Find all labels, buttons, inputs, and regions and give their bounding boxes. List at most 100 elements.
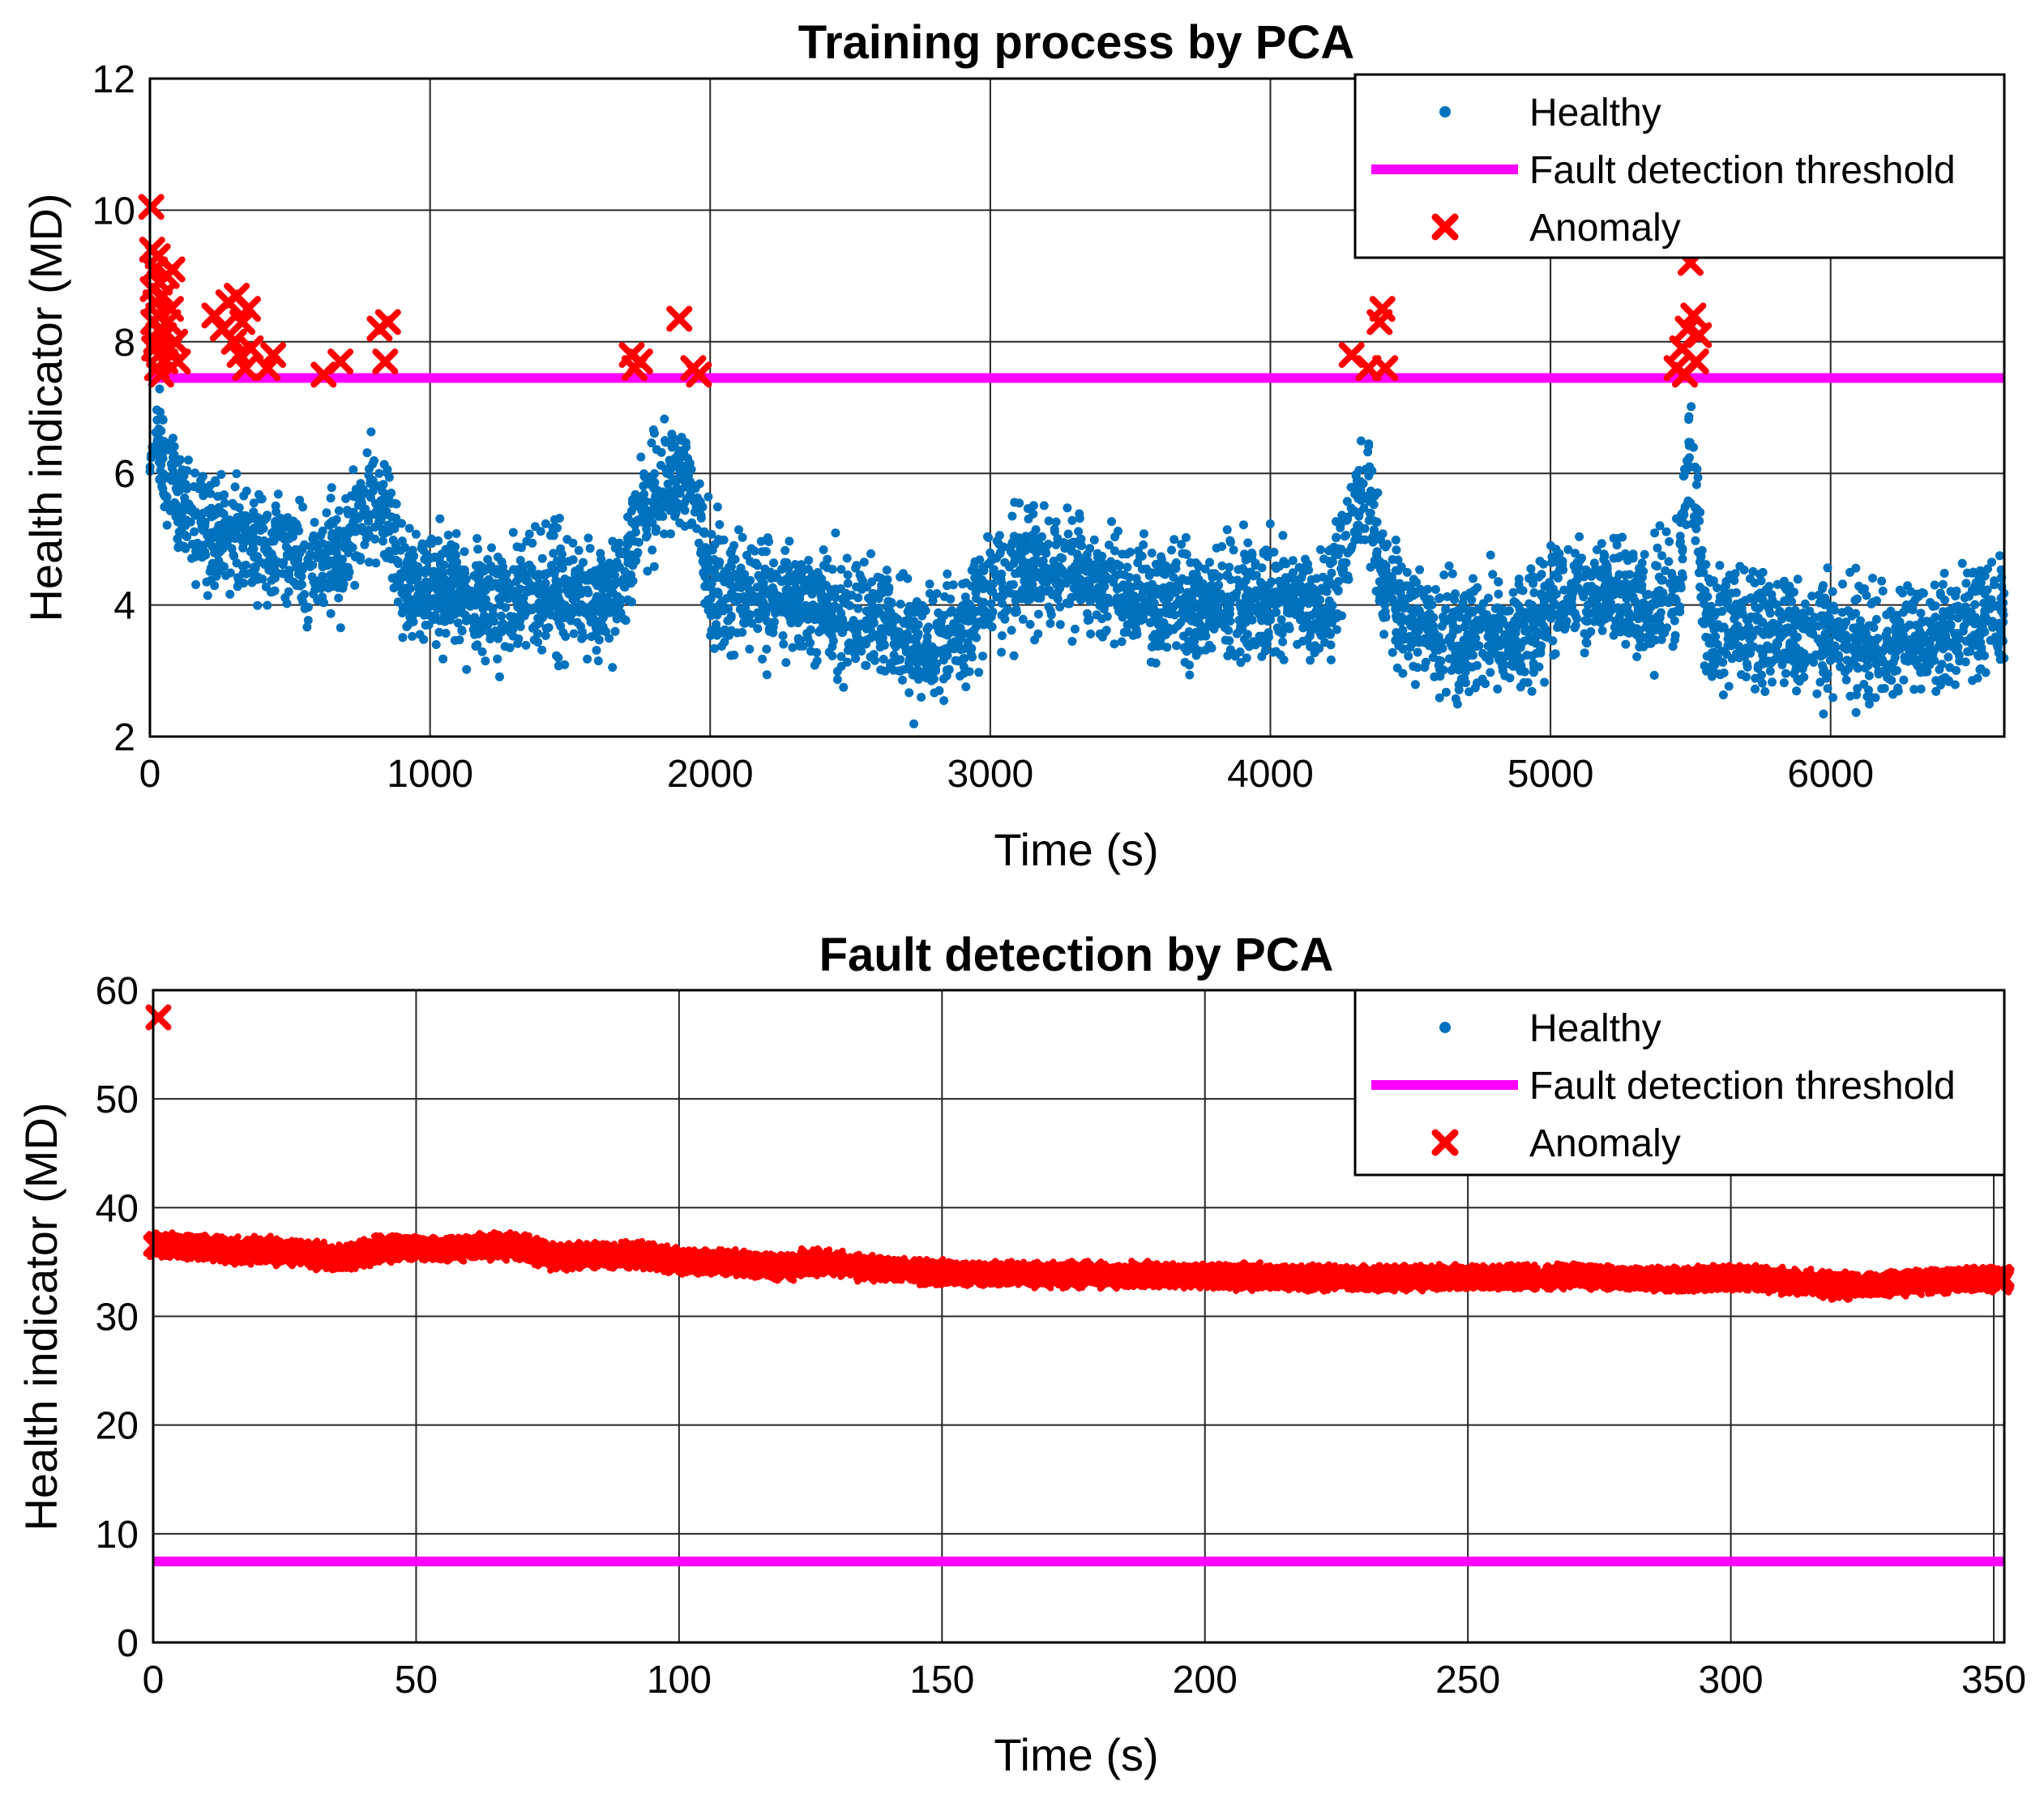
healthy-point bbox=[859, 557, 869, 567]
healthy-point bbox=[1889, 667, 1899, 676]
healthy-point bbox=[1613, 578, 1623, 587]
healthy-point bbox=[812, 656, 822, 666]
healthy-point bbox=[583, 654, 592, 664]
healthy-point bbox=[1871, 660, 1881, 669]
healthy-point bbox=[1655, 521, 1665, 531]
healthy-point bbox=[1251, 586, 1261, 596]
healthy-point bbox=[232, 469, 242, 479]
healthy-point bbox=[1006, 588, 1016, 598]
healthy-point bbox=[1054, 580, 1064, 590]
healthy-point bbox=[1765, 666, 1775, 676]
healthy-point bbox=[1665, 536, 1674, 546]
healthy-point bbox=[1318, 572, 1328, 582]
healthy-point bbox=[1365, 462, 1375, 472]
healthy-point bbox=[1409, 591, 1418, 600]
healthy-point bbox=[1995, 551, 2004, 561]
healthy-point bbox=[1715, 561, 1725, 570]
healthy-point bbox=[1110, 532, 1120, 542]
healthy-point bbox=[1481, 616, 1490, 626]
healthy-point bbox=[275, 527, 284, 536]
healthy-point bbox=[1089, 535, 1099, 545]
healthy-point bbox=[1921, 661, 1931, 671]
healthy-point bbox=[549, 549, 558, 558]
healthy-point bbox=[1676, 537, 1685, 546]
healthy-point bbox=[1451, 694, 1460, 703]
healthy-point bbox=[939, 674, 948, 684]
healthy-point bbox=[1852, 690, 1862, 699]
healthy-point bbox=[756, 536, 766, 546]
healthy-point bbox=[1737, 631, 1747, 641]
healthy-point bbox=[1157, 641, 1166, 651]
healthy-point bbox=[198, 472, 207, 481]
healthy-point bbox=[514, 634, 524, 643]
healthy-point bbox=[530, 522, 540, 532]
healthy-point bbox=[613, 592, 622, 601]
healthy-point bbox=[1336, 545, 1346, 554]
healthy-point bbox=[725, 548, 735, 557]
healthy-point bbox=[1306, 656, 1315, 665]
healthy-point bbox=[497, 611, 507, 621]
healthy-point bbox=[936, 622, 946, 632]
healthy-point bbox=[1554, 566, 1564, 575]
healthy-point bbox=[1294, 562, 1304, 572]
healthy-point bbox=[307, 542, 317, 552]
healthy-point bbox=[1743, 662, 1752, 672]
healthy-point bbox=[1125, 573, 1134, 582]
healthy-point bbox=[1414, 606, 1424, 616]
healthy-point bbox=[866, 652, 875, 662]
healthy-point bbox=[378, 480, 388, 489]
healthy-point bbox=[465, 601, 475, 611]
healthy-point bbox=[921, 606, 930, 616]
healthy-point bbox=[1430, 585, 1440, 594]
healthy-point bbox=[1670, 635, 1679, 645]
healthy-point bbox=[1009, 651, 1019, 660]
healthy-point bbox=[1609, 630, 1619, 640]
healthy-point bbox=[1945, 663, 1955, 673]
healthy-point bbox=[1851, 563, 1861, 573]
healthy-point bbox=[1391, 604, 1400, 614]
healthy-point bbox=[1947, 604, 1956, 614]
healthy-point bbox=[1320, 638, 1330, 647]
healthy-point bbox=[549, 531, 558, 540]
healthy-point bbox=[978, 599, 988, 609]
healthy-point bbox=[592, 646, 601, 655]
healthy-point bbox=[390, 498, 400, 508]
healthy-point bbox=[1278, 637, 1288, 647]
x-tick-label: 5000 bbox=[1507, 753, 1594, 796]
chart-title: Training process by PCA bbox=[798, 16, 1355, 69]
healthy-point bbox=[1415, 565, 1425, 575]
healthy-point bbox=[754, 571, 763, 581]
healthy-point bbox=[1657, 551, 1666, 561]
healthy-point bbox=[509, 565, 519, 575]
healthy-point bbox=[1420, 663, 1430, 673]
healthy-point bbox=[1985, 604, 1995, 613]
healthy-point bbox=[1526, 564, 1536, 574]
healthy-point bbox=[1147, 568, 1157, 578]
healthy-point bbox=[1340, 532, 1349, 541]
healthy-point bbox=[788, 643, 798, 652]
healthy-point bbox=[1678, 546, 1687, 556]
healthy-point bbox=[271, 573, 280, 583]
healthy-point bbox=[584, 533, 593, 543]
healthy-point bbox=[786, 586, 796, 596]
healthy-point bbox=[1473, 660, 1482, 670]
healthy-point bbox=[641, 532, 651, 542]
y-tick-label: 4 bbox=[113, 585, 135, 628]
healthy-point bbox=[706, 630, 716, 640]
healthy-point bbox=[1348, 507, 1357, 517]
healthy-point bbox=[404, 599, 414, 609]
healthy-point bbox=[799, 579, 809, 588]
healthy-point bbox=[1241, 592, 1251, 601]
healthy-point bbox=[1793, 575, 1802, 584]
healthy-point bbox=[1935, 664, 1944, 674]
healthy-point bbox=[1709, 667, 1719, 677]
healthy-point bbox=[1379, 630, 1389, 639]
healthy-point bbox=[1807, 592, 1817, 601]
healthy-point bbox=[1156, 608, 1165, 617]
healthy-point bbox=[669, 433, 678, 442]
healthy-point bbox=[457, 626, 467, 636]
healthy-point bbox=[746, 544, 756, 553]
healthy-point bbox=[1791, 615, 1800, 625]
healthy-point bbox=[1580, 648, 1589, 658]
